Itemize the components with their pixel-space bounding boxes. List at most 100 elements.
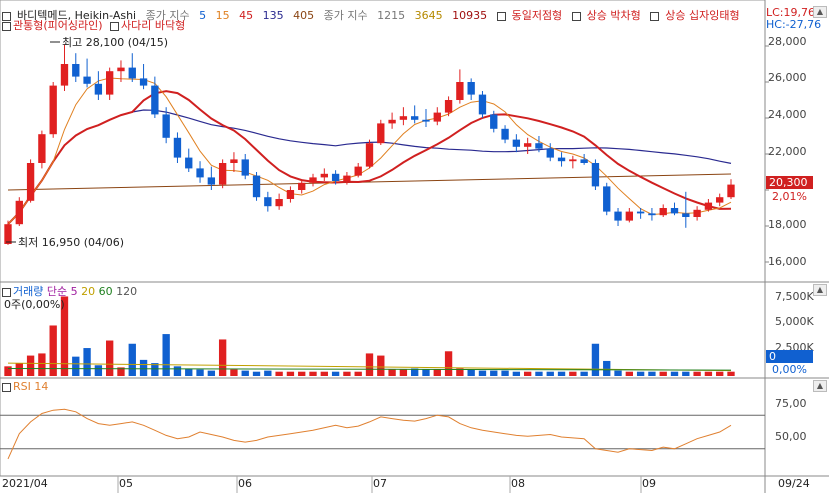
volume-info: 0주(0,00%) xyxy=(4,298,65,311)
volume-bar xyxy=(38,353,46,376)
main-legend: 바디텍메드, Heikin-Ashi 종가 지수 5 15 45 135 405… xyxy=(2,7,746,23)
candle-body xyxy=(523,143,532,147)
volume-bar xyxy=(591,343,600,376)
legend-toggle-box[interactable] xyxy=(2,11,11,21)
candle-body xyxy=(309,177,317,183)
candle-body xyxy=(535,143,543,149)
volume-bar xyxy=(659,371,667,376)
volume-toggle-box[interactable] xyxy=(2,287,11,297)
volume-bar xyxy=(298,371,306,376)
legend-ma-3645: 3645 xyxy=(414,9,443,22)
pattern-box-1[interactable] xyxy=(496,11,506,21)
volume-bar xyxy=(490,370,498,376)
volume-bar xyxy=(399,369,408,376)
volume-scroll-button[interactable]: ▲ xyxy=(813,284,827,296)
volume-bar xyxy=(546,371,554,376)
volume-bar xyxy=(670,371,679,376)
legend-pattern-2: 상승 박차형 xyxy=(586,9,641,22)
candle-body xyxy=(501,128,509,140)
volume-bar xyxy=(4,366,12,376)
volume-bar xyxy=(365,353,374,376)
candle-body xyxy=(603,186,611,212)
volume-legend: 거래량 단순 5 20 60 120 xyxy=(2,285,137,298)
volume-bar xyxy=(444,351,453,376)
pattern-box-4[interactable] xyxy=(2,21,11,31)
volume-sma: 단순 xyxy=(46,285,68,298)
volume-bar xyxy=(15,363,23,376)
candle-body xyxy=(716,197,724,203)
candle-body xyxy=(580,159,588,163)
candle-body xyxy=(230,159,238,163)
volume-bar xyxy=(343,371,351,376)
candle-body xyxy=(444,100,453,113)
legend-ma-1215: 1215 xyxy=(377,9,406,22)
rsi-legend: RSI 14 xyxy=(2,380,48,393)
candle-body xyxy=(106,71,114,95)
candle-body xyxy=(377,123,385,144)
legend-ma-10935: 10935 xyxy=(452,9,488,22)
pattern-box-3[interactable] xyxy=(650,11,660,21)
scroll-up-button[interactable]: ▲ xyxy=(813,6,827,18)
volume-bar xyxy=(535,371,543,376)
volume-bar xyxy=(354,371,362,376)
volume-bar xyxy=(128,343,136,376)
volume-current-tag: 0 xyxy=(766,350,813,363)
volume-bar xyxy=(94,365,103,376)
volume-bar xyxy=(218,339,227,376)
candle-body xyxy=(26,163,35,201)
date-label-last: 09/24 xyxy=(778,477,810,490)
ma-405-line xyxy=(7,173,732,191)
candle-body xyxy=(218,163,227,185)
volume-ma-60 xyxy=(7,367,732,371)
candle-body xyxy=(49,85,57,135)
candle-body xyxy=(173,137,182,158)
price-tick-26000: 26,000 xyxy=(768,71,807,84)
candle-body xyxy=(365,143,374,167)
volume-bar xyxy=(241,370,249,376)
rsi-toggle-box[interactable] xyxy=(2,382,11,392)
volume-bar xyxy=(569,371,577,376)
candle-body xyxy=(60,64,69,86)
legend-ma-135: 135 xyxy=(262,9,284,22)
candle-body xyxy=(433,112,441,122)
date-label-07: 07 xyxy=(373,477,387,490)
candle-body xyxy=(670,208,679,214)
volume-bar xyxy=(716,371,724,376)
candle-body xyxy=(648,213,656,216)
candle-body xyxy=(162,114,170,138)
volume-bar xyxy=(422,369,430,376)
volume-p20: 20 xyxy=(81,285,96,298)
high-annotation: 최고 28,100 (04/15) xyxy=(62,36,169,49)
candle-body xyxy=(727,184,735,198)
price-tick-28000: 28,000 xyxy=(768,35,807,48)
candle-body xyxy=(625,211,633,221)
pattern-box-2[interactable] xyxy=(571,11,581,21)
volume-p60: 60 xyxy=(98,285,113,298)
pattern-box-5[interactable] xyxy=(110,21,120,31)
candle-body xyxy=(636,211,645,214)
volume-bar xyxy=(625,371,633,376)
candle-body xyxy=(467,82,475,95)
volume-bar xyxy=(162,334,170,376)
candle-body xyxy=(343,175,351,181)
volume-bar xyxy=(83,348,91,376)
volume-bar xyxy=(275,371,283,376)
rsi-line xyxy=(7,408,732,460)
legend-ma-title: 종가 지수 xyxy=(145,9,190,22)
candle-body xyxy=(241,159,249,176)
volume-bar xyxy=(557,371,566,376)
volume-bar xyxy=(331,371,340,376)
volume-bar xyxy=(433,369,441,376)
candle-body xyxy=(682,213,690,217)
rsi-scroll-button[interactable]: ▲ xyxy=(813,380,827,392)
candle-body xyxy=(196,168,204,178)
volume-bar xyxy=(478,370,487,376)
candle-body xyxy=(117,67,125,72)
legend-pattern-5: 사다리 바닥형 xyxy=(121,19,186,32)
volume-bar xyxy=(151,363,159,376)
volume-bar xyxy=(207,370,216,376)
candle-body xyxy=(207,177,216,185)
price-tick-24000: 24,000 xyxy=(768,108,807,121)
